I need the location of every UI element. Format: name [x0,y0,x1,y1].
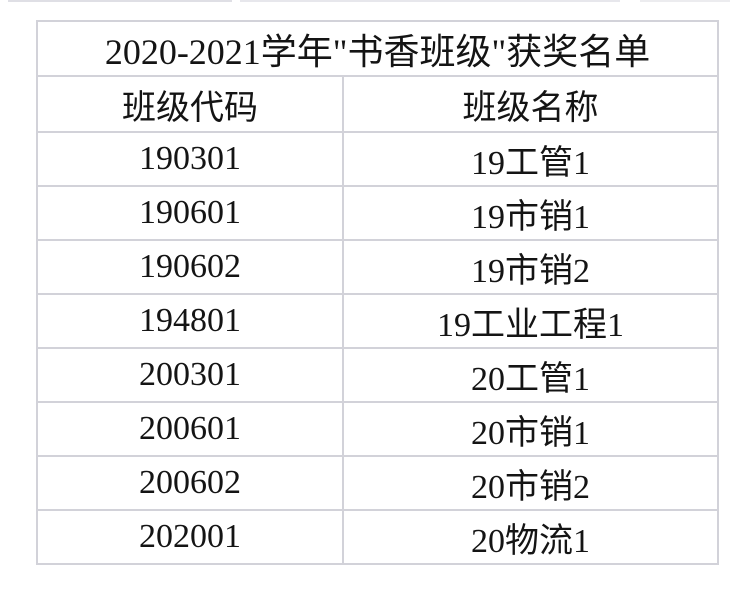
table-row: 200601 20市销1 [36,401,720,457]
class-name-cell: 19市销1 [341,185,720,241]
class-name-cell: 20市销2 [341,455,720,511]
class-name-cell: 19市销2 [341,239,720,295]
class-name-cell: 20物流1 [341,509,720,565]
award-list-table: 2020-2021学年"书香班级"获奖名单 班级代码 班级名称 190301 1… [35,20,720,565]
class-name-cell: 19工管1 [341,131,720,187]
table-row: 190602 19市销2 [36,239,720,295]
table-row: 190601 19市销1 [36,185,720,241]
class-code-cell: 190602 [36,239,344,295]
class-name-cell: 20市销1 [341,401,720,457]
class-code-cell: 202001 [36,509,344,565]
table-title-row: 2020-2021学年"书香班级"获奖名单 [35,20,720,77]
class-code-cell: 200301 [36,347,344,403]
cropped-row-edge-right [640,0,730,2]
table-row: 202001 20物流1 [36,509,720,565]
column-header-class-code: 班级代码 [36,75,344,133]
cropped-row-edge-left [8,0,232,2]
class-code-cell: 200602 [36,455,344,511]
table-row: 194801 19工业工程1 [36,293,720,349]
class-name-cell: 19工业工程1 [341,293,720,349]
class-code-cell: 190301 [36,131,344,187]
class-name-cell: 20工管1 [341,347,720,403]
column-header-class-name: 班级名称 [341,75,720,133]
class-code-cell: 194801 [36,293,344,349]
class-code-cell: 190601 [36,185,344,241]
table-title: 2020-2021学年"书香班级"获奖名单 [35,20,720,77]
class-code-cell: 200601 [36,401,344,457]
table-row: 190301 19工管1 [36,131,720,187]
table-header-row: 班级代码 班级名称 [36,75,720,133]
cropped-row-edge-middle [240,0,620,2]
table-row: 200602 20市销2 [36,455,720,511]
table-row: 200301 20工管1 [36,347,720,403]
